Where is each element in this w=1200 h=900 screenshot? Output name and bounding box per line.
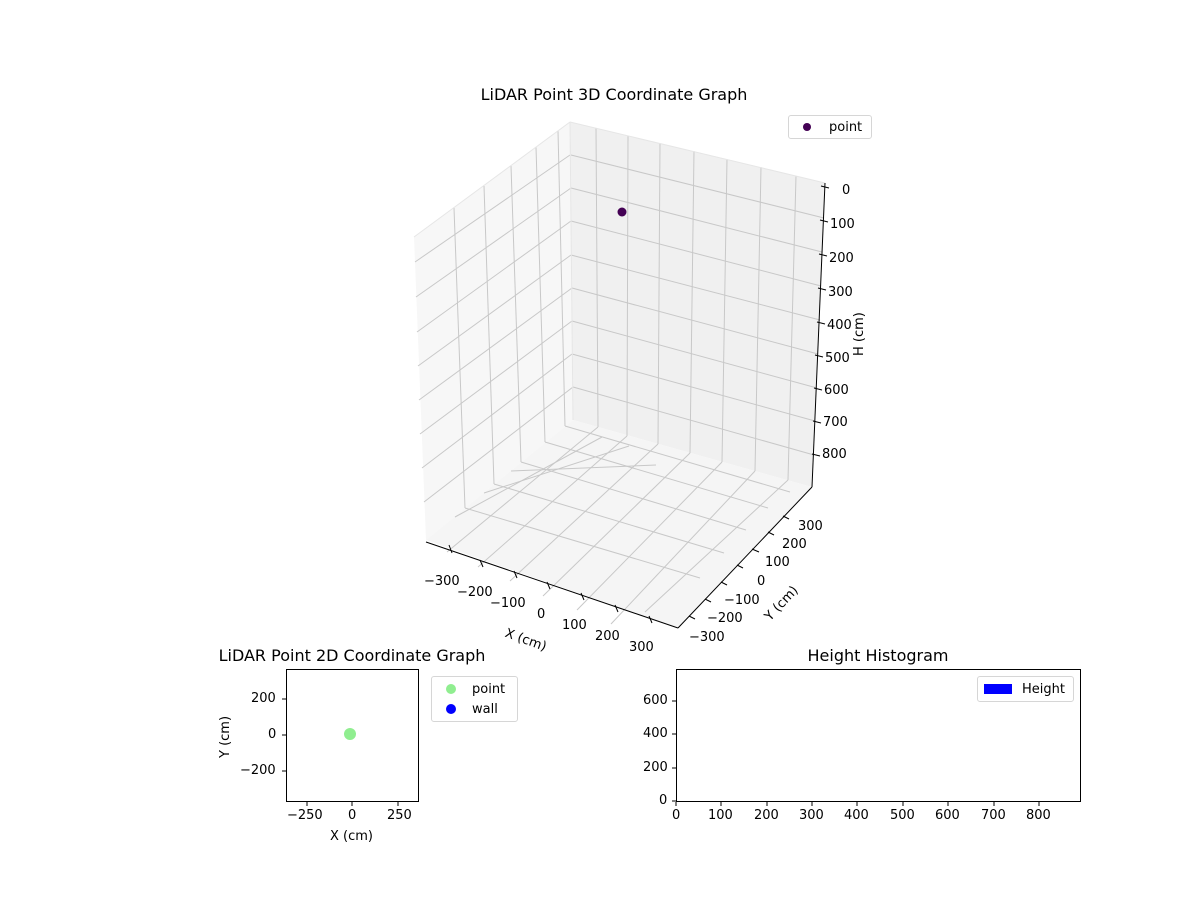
y-tick-label: −100 (724, 593, 760, 608)
y-ticks-3d (688, 515, 790, 620)
legend-2d: point wall (431, 676, 518, 722)
y-axis-line (677, 486, 813, 629)
y-tick-label: 200 (251, 691, 276, 706)
legend-entry-point: point (789, 116, 871, 138)
legend-entry-wall: wall (432, 699, 517, 719)
x-tick-label: −300 (424, 574, 460, 589)
x-tick-label: 100 (562, 618, 587, 633)
x-ticks-3d (448, 544, 653, 624)
legend-entry-height: Height (978, 678, 1073, 700)
axis-lines-3d (425, 182, 826, 629)
x-axis-line (425, 541, 679, 629)
data-point-3d (617, 207, 627, 217)
x-tick-label: 250 (387, 808, 412, 823)
y-tick-label: 200 (782, 537, 807, 552)
x-tick-label: 0 (537, 607, 546, 622)
y-tick-label: 300 (798, 519, 823, 534)
x-tick-label: −100 (490, 596, 526, 611)
wall-marker-icon (446, 704, 456, 714)
plot-2d-title: LiDAR Point 2D Coordinate Graph (218, 646, 486, 665)
z-tick-label: 400 (827, 318, 852, 333)
x-tick-label: 600 (935, 808, 960, 823)
legend-entry-point: point (432, 679, 517, 699)
y-tick-label: −200 (240, 763, 276, 778)
legend-label: point (829, 119, 863, 135)
pane-left (414, 122, 573, 540)
x-tick-label: 0 (672, 808, 681, 823)
height-patch-icon (984, 684, 1012, 694)
z-tick-label: 100 (830, 217, 855, 232)
x-tick-label: 400 (844, 808, 869, 823)
histogram-title: Height Histogram (807, 646, 949, 665)
z-axis-line (811, 182, 826, 488)
y-tick-label: 400 (643, 726, 668, 741)
y-tick-label: −300 (689, 630, 725, 645)
legend-3d: point (788, 115, 872, 139)
x-tick-label: 200 (754, 808, 779, 823)
x-tick-label: 200 (595, 629, 620, 644)
plot-3d-title: LiDAR Point 3D Coordinate Graph (480, 85, 748, 104)
y-tick-label: 100 (765, 555, 790, 570)
x-tick-label: 100 (708, 808, 733, 823)
legend-label: wall (472, 701, 498, 717)
y-tick-label: −200 (707, 611, 743, 626)
x-tick-label: 700 (981, 808, 1006, 823)
data-point-2d (344, 728, 356, 740)
z-tick-label: 800 (822, 447, 847, 462)
x-tick-label: 0 (348, 808, 357, 823)
z-tick-label: 600 (824, 383, 849, 398)
legend-label: Height (1022, 681, 1065, 697)
legend-label: point (472, 681, 506, 697)
x-tick-label: 500 (890, 808, 915, 823)
x-tick-label: 300 (629, 640, 654, 655)
point-marker-icon (446, 684, 456, 694)
y-tick-label: 0 (757, 574, 766, 589)
pane-right (570, 122, 825, 487)
plot-2d-area (286, 669, 419, 802)
y-tick-label: 0 (268, 727, 277, 742)
z-tick-label: 0 (842, 183, 851, 198)
pane-floor (426, 420, 812, 628)
x-tick-label: 300 (799, 808, 824, 823)
z-tick-label: 500 (825, 351, 850, 366)
point-marker-icon (803, 123, 811, 131)
y-tick-label: 200 (643, 760, 668, 775)
z-tick-label: 300 (828, 285, 853, 300)
y-tick-label: 600 (643, 693, 668, 708)
z-ticks-3d (811, 185, 830, 457)
legend-histogram: Height (977, 676, 1074, 702)
z-tick-label: 700 (823, 415, 848, 430)
z-tick-label: 200 (829, 251, 854, 266)
histogram-area (676, 669, 1081, 802)
grid-3d (414, 127, 825, 625)
x-tick-label: −200 (457, 585, 493, 600)
y-tick-label: 0 (659, 793, 668, 808)
x-tick-label: 800 (1026, 808, 1051, 823)
x-tick-label: −250 (287, 808, 323, 823)
x-axis-label: X (cm) (330, 829, 373, 844)
